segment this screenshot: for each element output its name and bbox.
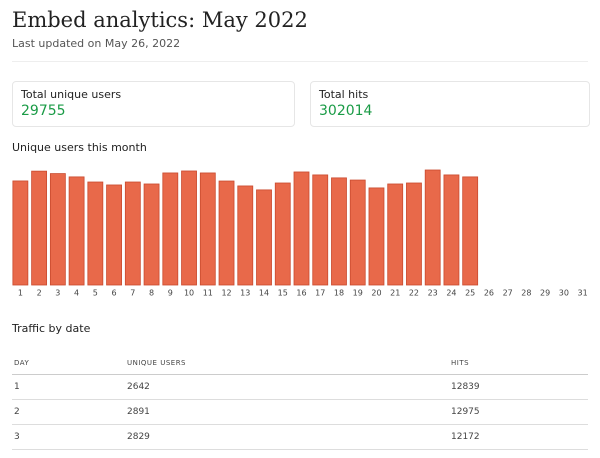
bar (162, 172, 179, 286)
bar (331, 177, 347, 286)
chart: 1 2 3 4 5 6 7 8 9 10 11 12 13 14 15 16 17 18 19 20 21 22 23 24 2… (12, 169, 588, 298)
bar (387, 183, 404, 286)
bar (274, 182, 291, 286)
table-cell: 12172 (449, 424, 588, 450)
column-header: UNIQUE USERS (125, 352, 449, 375)
bar (237, 185, 254, 286)
x-tick-label: 6 (112, 289, 117, 298)
bar (106, 184, 122, 286)
stat-value: 302014 (319, 103, 373, 119)
bar (87, 181, 104, 286)
bar (218, 180, 235, 286)
x-tick-label: 27 (503, 289, 513, 298)
x-tick-label: 14 (259, 289, 269, 298)
table-cell: 12975 (449, 399, 588, 425)
bar (406, 182, 422, 286)
table-row: 3 2829 12172 (12, 424, 588, 450)
column-header: HITS (449, 352, 588, 375)
x-tick-label: 2 (37, 289, 42, 298)
bar (368, 187, 385, 286)
stat-label: Total hits (319, 88, 369, 101)
x-tick-label: 25 (465, 289, 475, 298)
bar (49, 173, 66, 286)
table-row: 1 2642 12839 (12, 374, 588, 400)
table-cell: 2829 (125, 424, 449, 450)
x-tick-label: 23 (428, 289, 438, 298)
x-tick-label: 18 (334, 289, 344, 298)
x-tick-label: 24 (446, 289, 456, 298)
stat-card: Total unique users 29755 (12, 81, 295, 127)
table-cell: 2891 (125, 399, 449, 425)
x-tick-label: 7 (130, 289, 135, 298)
x-tick-label: 10 (184, 289, 194, 298)
table-cell: 2 (12, 399, 125, 425)
data-table: DAY UNIQUE USERS HITS 1 2642 12839 2 2891 12975 3… (12, 352, 588, 450)
x-tick-label: 12 (221, 289, 231, 298)
x-tick-label: 17 (315, 289, 325, 298)
column-header: DAY (12, 352, 125, 375)
page-title: Embed analytics: May 2022 (12, 8, 308, 32)
x-tick-label: 1 (18, 289, 23, 298)
x-tick-label: 22 (409, 289, 419, 298)
table-cell: 3 (12, 424, 125, 450)
stat-card: Total hits 302014 (310, 81, 590, 127)
subtitle: Last updated on May 26, 2022 (12, 37, 181, 50)
bar (424, 169, 441, 286)
x-tick-label: 9 (168, 289, 173, 298)
x-tick-label: 15 (278, 289, 288, 298)
x-tick-label: 5 (93, 289, 98, 298)
x-tick-label: 31 (578, 289, 588, 298)
bar (181, 170, 197, 286)
table-cell: 1 (12, 374, 125, 400)
stat-label: Total unique users (21, 88, 122, 101)
bar (312, 174, 329, 286)
x-tick-label: 29 (540, 289, 550, 298)
table-title: Traffic by date (12, 322, 91, 335)
bar (256, 189, 272, 286)
divider (12, 61, 588, 62)
x-tick-label: 4 (74, 289, 79, 298)
bar (68, 176, 85, 286)
x-tick-label: 20 (371, 289, 381, 298)
x-tick-label: 8 (149, 289, 154, 298)
table-row: 2 2891 12975 (12, 399, 588, 425)
bar (124, 181, 141, 286)
bar (31, 170, 48, 286)
bar (12, 180, 29, 286)
bar (293, 171, 310, 286)
x-tick-label: 3 (55, 289, 60, 298)
x-tick-label: 30 (559, 289, 569, 298)
x-tick-label: 16 (296, 289, 306, 298)
x-tick-label: 28 (521, 289, 531, 298)
chart-title: Unique users this month (12, 141, 147, 154)
table-cell: 2642 (125, 374, 449, 400)
x-tick-label: 13 (240, 289, 250, 298)
stat-value: 29755 (21, 103, 66, 119)
bar (443, 174, 460, 286)
x-tick-label: 21 (390, 289, 400, 298)
x-tick-label: 19 (353, 289, 363, 298)
bar (462, 176, 479, 286)
bar (143, 183, 160, 286)
x-tick-label: 26 (484, 289, 494, 298)
x-tick-label: 11 (203, 289, 213, 298)
bar (349, 179, 366, 286)
table-cell: 12839 (449, 374, 588, 400)
bar (199, 172, 216, 286)
